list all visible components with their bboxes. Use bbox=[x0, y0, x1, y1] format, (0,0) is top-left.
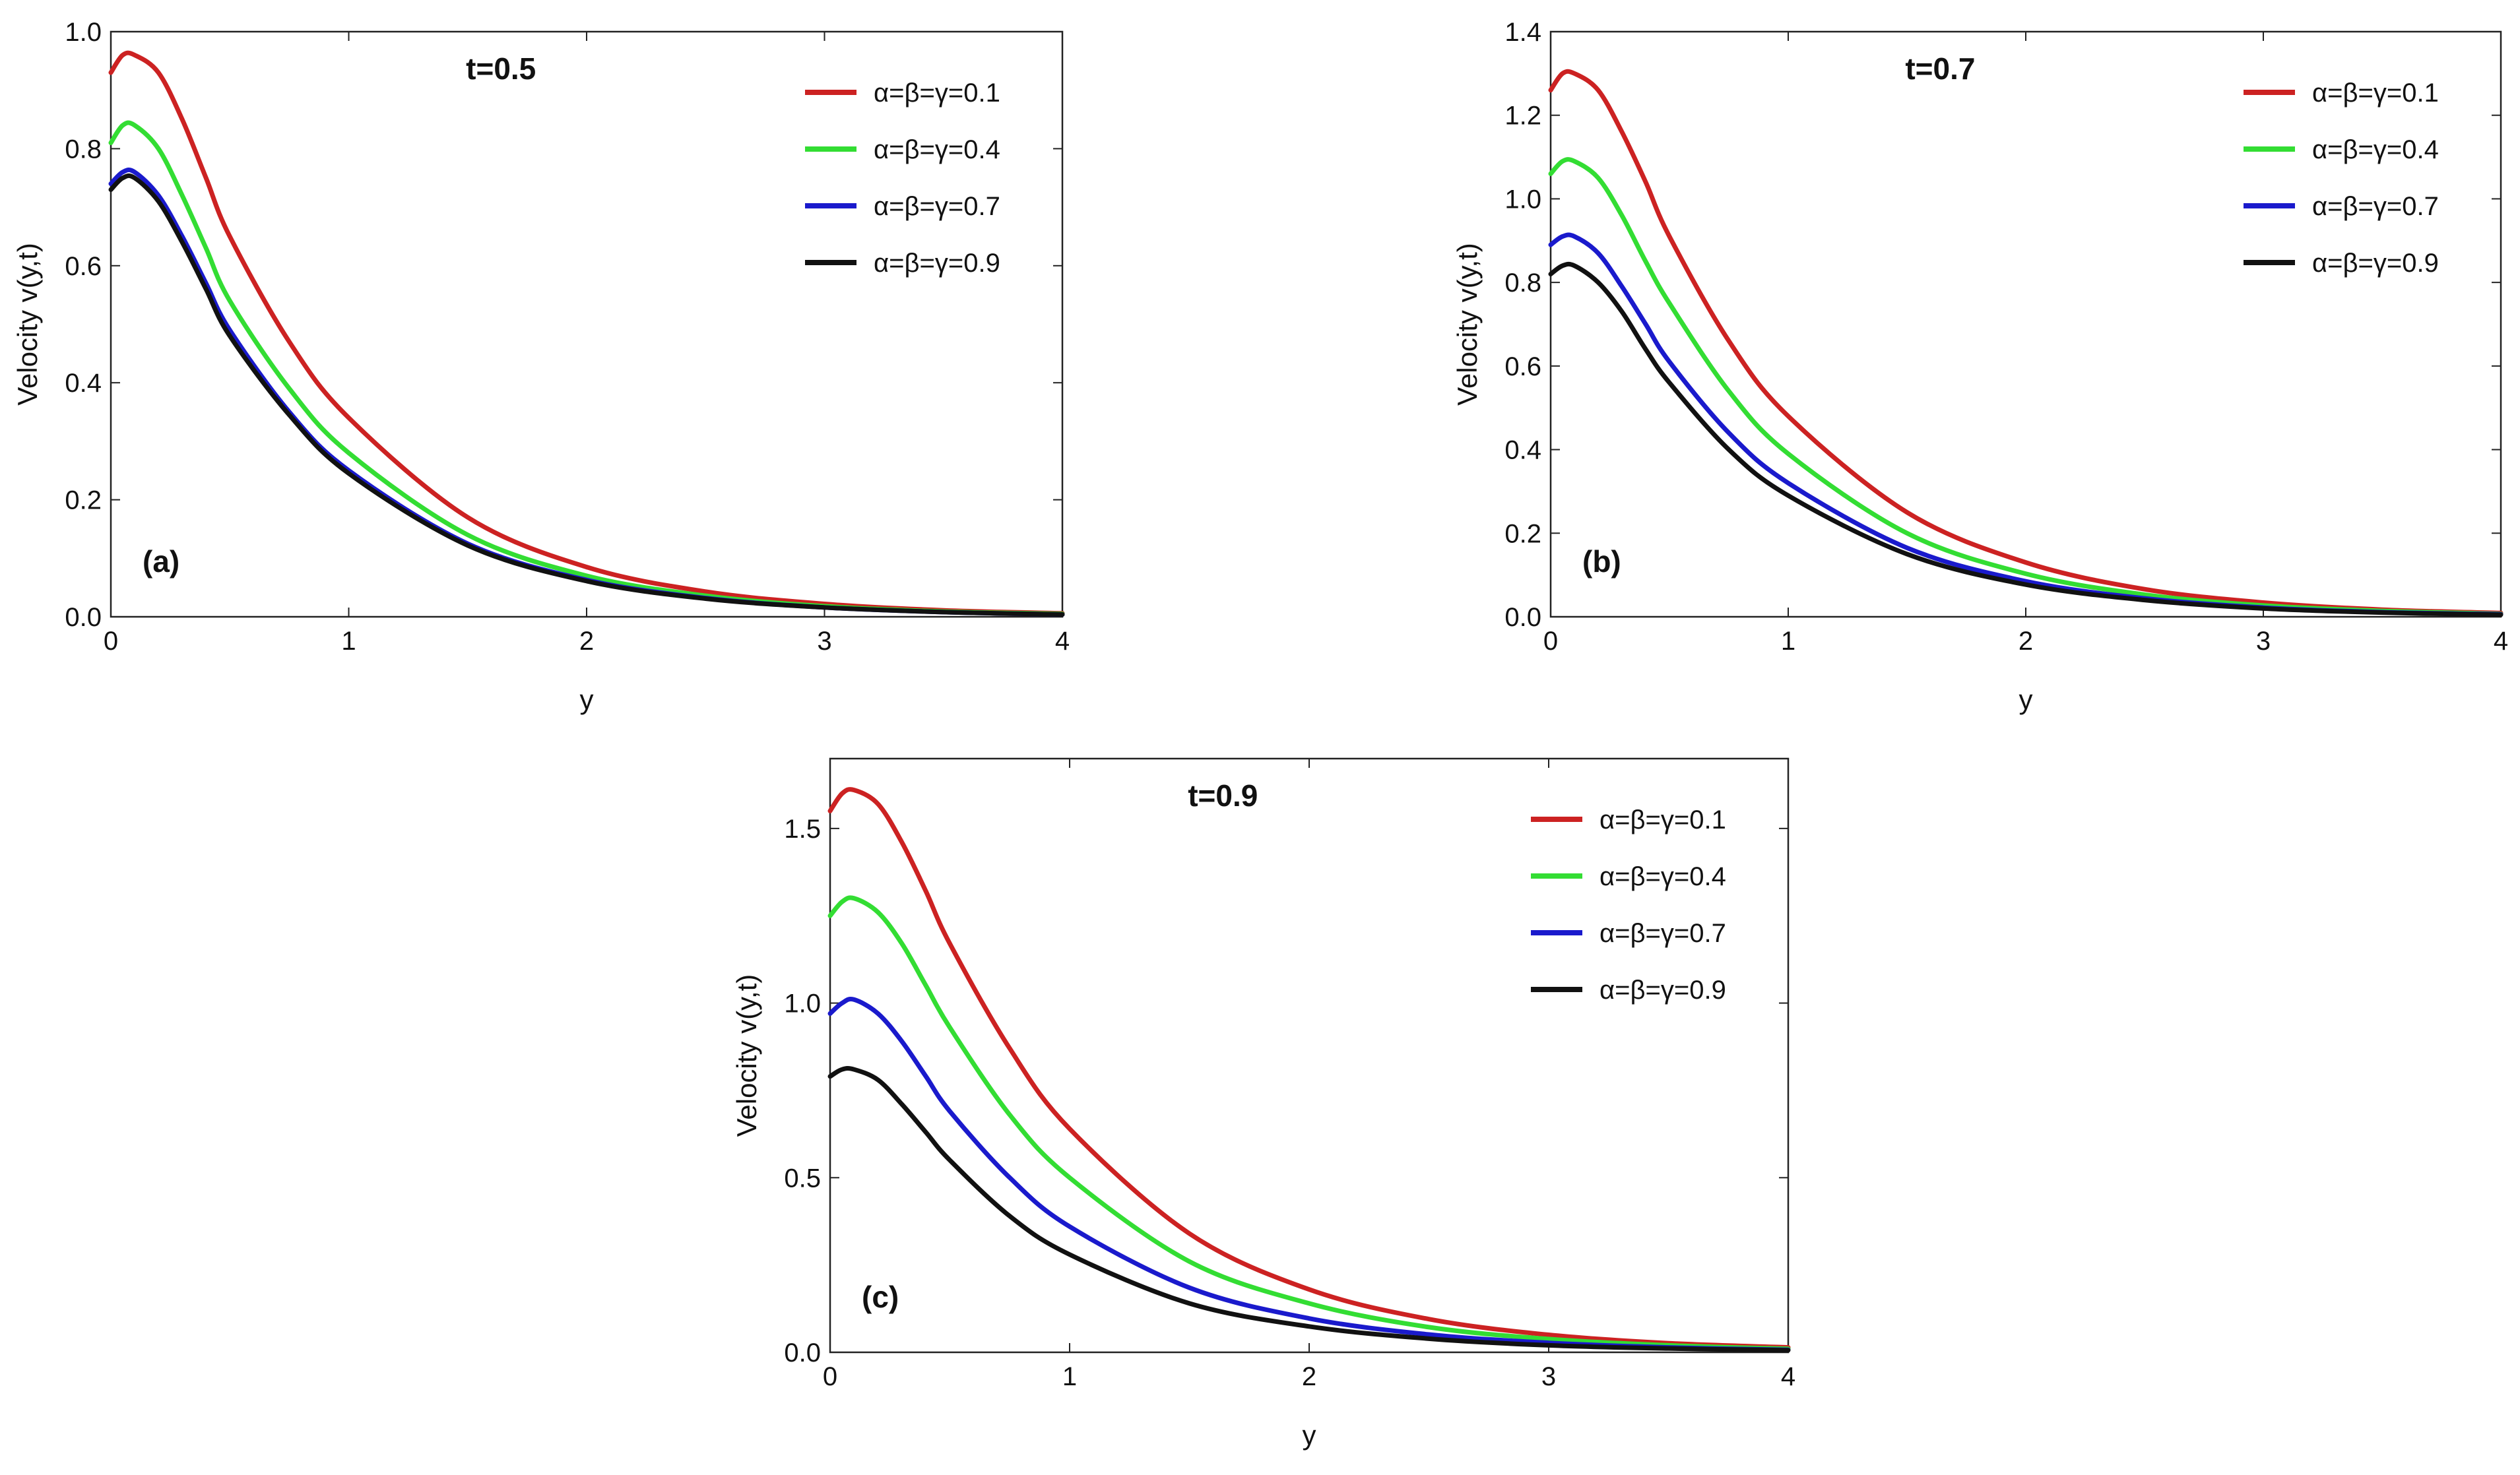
chart-title: t=0.9 bbox=[1188, 778, 1258, 813]
legend-label: α=β=γ=0.7 bbox=[1599, 919, 1726, 948]
series-line-4 bbox=[827, 1066, 1791, 1353]
legend-label: α=β=γ=0.1 bbox=[874, 78, 1000, 108]
y-tick-label: 1.5 bbox=[784, 815, 821, 844]
series-line-4 bbox=[108, 173, 1065, 617]
x-tick-label: 4 bbox=[1781, 1362, 1795, 1391]
x-axis-label: y bbox=[580, 684, 594, 715]
panel-label: (c) bbox=[862, 1280, 899, 1314]
x-tick-label: 3 bbox=[1541, 1362, 1556, 1391]
x-axis-label: y bbox=[1303, 1420, 1316, 1451]
x-tick-label: 4 bbox=[2494, 627, 2508, 656]
x-tick-label: 2 bbox=[579, 627, 594, 656]
x-tick-label: 2 bbox=[1302, 1362, 1316, 1391]
x-tick-label: 2 bbox=[2019, 627, 2033, 656]
y-tick-label: 0.2 bbox=[65, 486, 102, 515]
y-tick-label: 0.6 bbox=[65, 252, 102, 281]
x-axis-label: y bbox=[2019, 684, 2033, 715]
y-axis-label: Velocity v(y,t) bbox=[1452, 243, 1483, 406]
x-tick-label: 3 bbox=[817, 627, 831, 656]
panel-b: 0 1 2 3 4 0.0 0.2 0.4 0.6 0.8 1.0 1.2 1.4 y Velocity v… bbox=[1452, 18, 2508, 715]
y-tick-label: 0.0 bbox=[784, 1338, 821, 1367]
y-tick-label: 0.4 bbox=[65, 369, 102, 398]
y-tick-label: 0.5 bbox=[784, 1164, 821, 1193]
series-line-3 bbox=[1548, 232, 2504, 617]
series-line-2 bbox=[827, 895, 1791, 1352]
series-line-1 bbox=[827, 787, 1791, 1350]
series-line-1 bbox=[108, 50, 1065, 616]
series-line-3 bbox=[108, 168, 1065, 617]
legend-label: α=β=γ=0.7 bbox=[2312, 192, 2439, 221]
chart-title: t=0.7 bbox=[1905, 51, 1975, 86]
x-tick-label: 0 bbox=[823, 1362, 837, 1391]
y-tick-label: 0.4 bbox=[1504, 436, 1541, 465]
y-tick-label: 1.4 bbox=[1504, 18, 1541, 47]
legend-label: α=β=γ=0.9 bbox=[2312, 249, 2439, 278]
series-line-3 bbox=[827, 997, 1791, 1352]
y-axis-label: Velocity v(y,t) bbox=[12, 243, 43, 406]
x-tick-label: 4 bbox=[1055, 627, 1070, 656]
legend-label: α=β=γ=0.7 bbox=[874, 192, 1000, 221]
y-tick-label: 0.6 bbox=[1504, 352, 1541, 381]
legend-label: α=β=γ=0.4 bbox=[2312, 135, 2439, 164]
series-line-4 bbox=[1548, 261, 2504, 617]
series-line-2 bbox=[1548, 157, 2504, 617]
panel-a: 0 1 2 3 4 0.0 0.2 0.4 0.6 0.8 1.0 y Velocity v(y,t) t… bbox=[12, 18, 1070, 715]
panel-label: (a) bbox=[143, 544, 179, 579]
legend-label: α=β=γ=0.9 bbox=[1599, 976, 1726, 1005]
panel-c: 0 1 2 3 4 0.0 0.5 1.0 1.5 y Velocity v(y,t) t=0.9 (c… bbox=[731, 757, 1795, 1451]
x-tick-label: 3 bbox=[2256, 627, 2271, 656]
legend-label: α=β=γ=0.9 bbox=[874, 249, 1000, 278]
legend-label: α=β=γ=0.1 bbox=[2312, 78, 2439, 108]
legend-label: α=β=γ=0.1 bbox=[1599, 805, 1726, 834]
y-tick-label: 1.0 bbox=[65, 18, 102, 47]
y-axis-label: Velocity v(y,t) bbox=[731, 974, 762, 1137]
legend-label: α=β=γ=0.4 bbox=[874, 135, 1000, 164]
x-tick-label: 0 bbox=[104, 627, 118, 656]
panel-a-frame bbox=[110, 30, 1064, 618]
y-tick-label: 0.8 bbox=[65, 135, 102, 164]
y-tick-label: 0.0 bbox=[65, 603, 102, 632]
panel-label: (b) bbox=[1582, 544, 1621, 579]
x-tick-label: 1 bbox=[1781, 627, 1795, 656]
y-tick-label: 0.8 bbox=[1504, 268, 1541, 298]
series-line-1 bbox=[1548, 69, 2504, 615]
chart-title: t=0.5 bbox=[466, 51, 536, 86]
y-tick-label: 0.0 bbox=[1504, 603, 1541, 632]
legend-label: α=β=γ=0.4 bbox=[1599, 862, 1726, 891]
x-tick-label: 1 bbox=[341, 627, 356, 656]
x-tick-label: 1 bbox=[1062, 1362, 1077, 1391]
y-tick-label: 1.0 bbox=[784, 989, 821, 1019]
y-tick-label: 1.0 bbox=[1504, 185, 1541, 214]
panel-b-frame bbox=[1549, 30, 2502, 618]
panel-c-frame bbox=[829, 757, 1790, 1354]
y-tick-label: 0.2 bbox=[1504, 519, 1541, 548]
x-tick-label: 0 bbox=[1543, 627, 1558, 656]
y-tick-label: 1.2 bbox=[1504, 102, 1541, 131]
